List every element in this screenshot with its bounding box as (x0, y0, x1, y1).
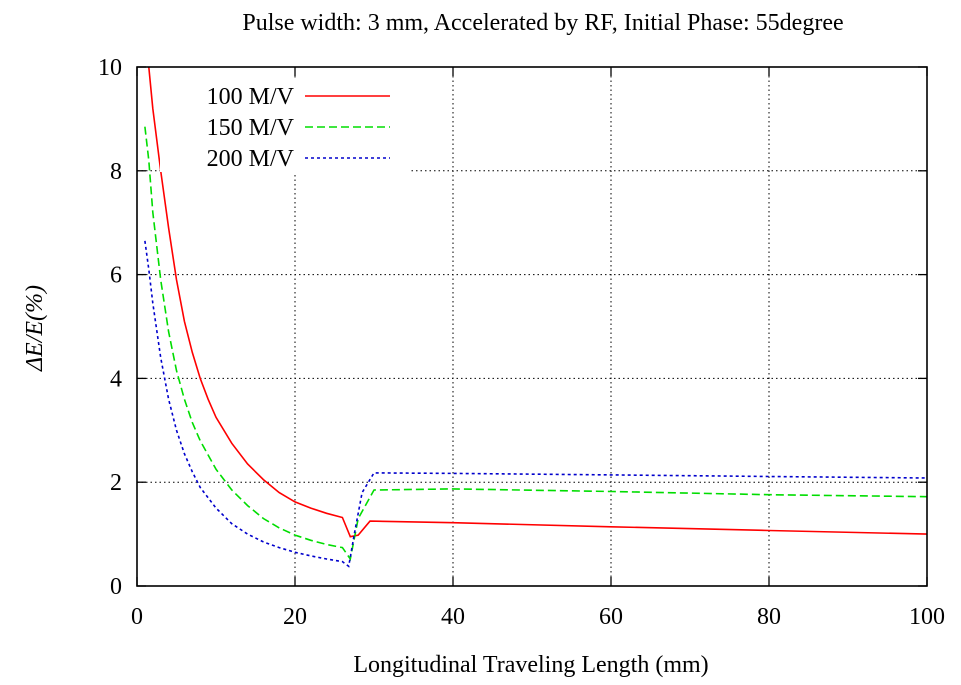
plot-frame (136, 66, 928, 587)
y-axis-label: ΔE/E(%) (22, 285, 48, 372)
y-tick-label: 0 (110, 574, 122, 600)
series-line-1 (148, 67, 927, 538)
legend-label: 150 M/V (207, 115, 295, 141)
x-tick-label: 60 (599, 604, 623, 630)
x-tick-label: 100 (909, 604, 945, 630)
series-line-2 (144, 126, 927, 562)
axis-ticks: 0 20 40 60 80 100 0 2 4 6 8 10 (98, 55, 945, 630)
grid-lines (137, 67, 927, 586)
y-tick-label: 10 (98, 55, 122, 81)
y-tick-label: 8 (110, 159, 122, 185)
x-tick-label: 20 (283, 604, 307, 630)
chart-title: Pulse width: 3 mm, Accelerated by RF, In… (242, 10, 843, 36)
x-tick-label: 80 (757, 604, 781, 630)
x-tick-label: 0 (131, 604, 143, 630)
legend-label: 200 M/V (207, 146, 295, 172)
y-tick-label: 2 (110, 470, 122, 496)
series-layer (144, 67, 927, 568)
x-axis-label: Longitudinal Traveling Length (mm) (353, 652, 708, 678)
y-tick-label: 4 (110, 366, 122, 392)
x-tick-label: 40 (441, 604, 465, 630)
y-tick-label: 6 (110, 263, 122, 289)
legend-label: 100 M/V (207, 84, 295, 110)
series-line-3 (144, 240, 927, 568)
legend: 100 M/V 150 M/V 200 M/V (207, 84, 390, 172)
